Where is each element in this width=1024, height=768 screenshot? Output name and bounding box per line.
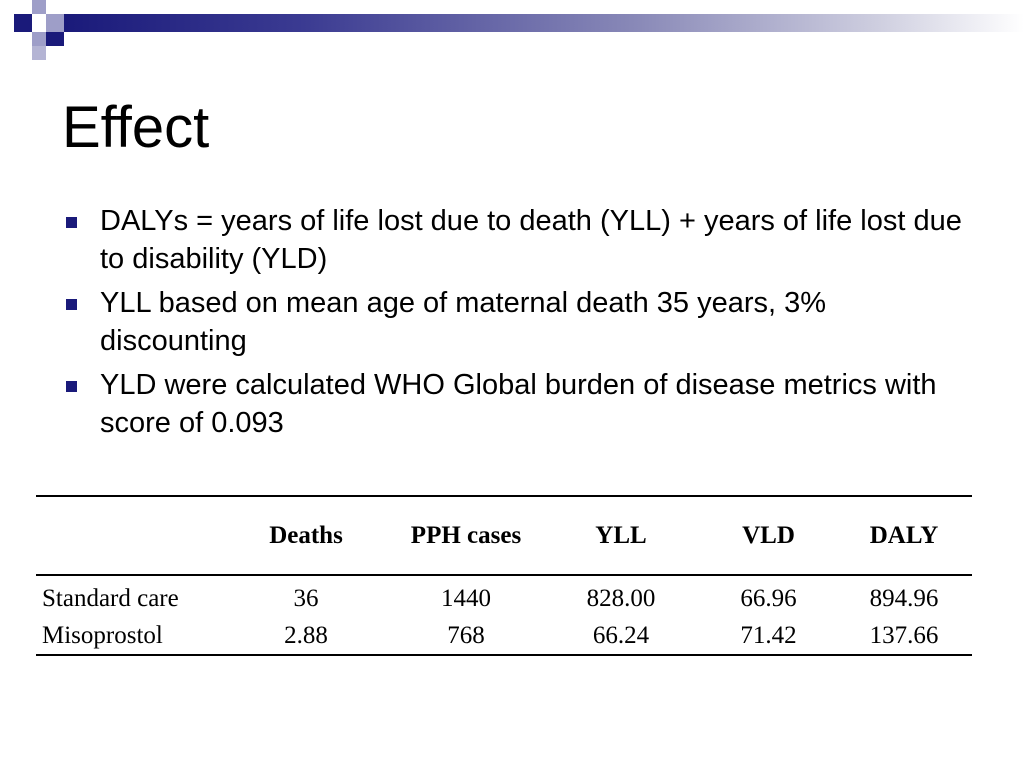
bullet-text: YLD were calculated WHO Global burden of… (100, 369, 937, 439)
column-header-daly: DALY (869, 521, 939, 549)
square-bullet-icon (66, 381, 77, 392)
row-label: Standard care (42, 584, 179, 612)
table-header-row: Deaths PPH cases YLL VLD DALY (36, 496, 972, 575)
bullet-item: YLD were calculated WHO Global burden of… (60, 366, 980, 442)
column-header-deaths: Deaths (269, 521, 343, 549)
bullet-list: DALYs = years of life lost due to death … (60, 202, 980, 448)
table-cell: 2.88 (284, 621, 328, 649)
table-cell: 66.96 (740, 584, 797, 612)
table-cell: 36 (293, 584, 319, 612)
column-header-vld: VLD (742, 521, 795, 549)
decorative-square-light-3 (32, 32, 46, 46)
decorative-square-dark-1 (14, 14, 32, 32)
table-cell: 137.66 (869, 621, 939, 649)
bullet-text: DALYs = years of life lost due to death … (100, 205, 962, 275)
table-cell: 71.42 (740, 621, 797, 649)
bullet-item: DALYs = years of life lost due to death … (60, 202, 980, 278)
table-cell: 894.96 (869, 584, 939, 612)
square-bullet-icon (66, 217, 77, 228)
results-table: Deaths PPH cases YLL VLD DALY Standard c… (36, 495, 972, 656)
bullet-text: YLL based on mean age of maternal death … (100, 287, 827, 357)
decorative-square-light-4 (32, 46, 46, 60)
table-row: Misoprostol 2.88 768 66.24 71.42 137.66 (36, 617, 972, 655)
table-cell: 768 (447, 621, 485, 649)
table-cell: 1440 (441, 584, 491, 612)
table-row: Standard care 36 1440 828.00 66.96 894.9… (36, 575, 972, 617)
table-cell: 66.24 (592, 621, 650, 649)
column-header-yll: YLL (595, 521, 647, 549)
bullet-item: YLL based on mean age of maternal death … (60, 284, 980, 360)
decorative-square-light-2 (46, 14, 64, 32)
square-bullet-icon (66, 299, 77, 310)
header-gradient-bar (64, 14, 1024, 32)
table-cell: 828.00 (586, 584, 656, 612)
decorative-square-light-1 (32, 0, 46, 14)
column-header-pph-cases: PPH cases (410, 521, 522, 549)
row-label: Misoprostol (42, 621, 163, 649)
slide-title: Effect (62, 95, 210, 160)
column-header (36, 496, 221, 575)
decorative-square-dark-2 (46, 32, 64, 46)
